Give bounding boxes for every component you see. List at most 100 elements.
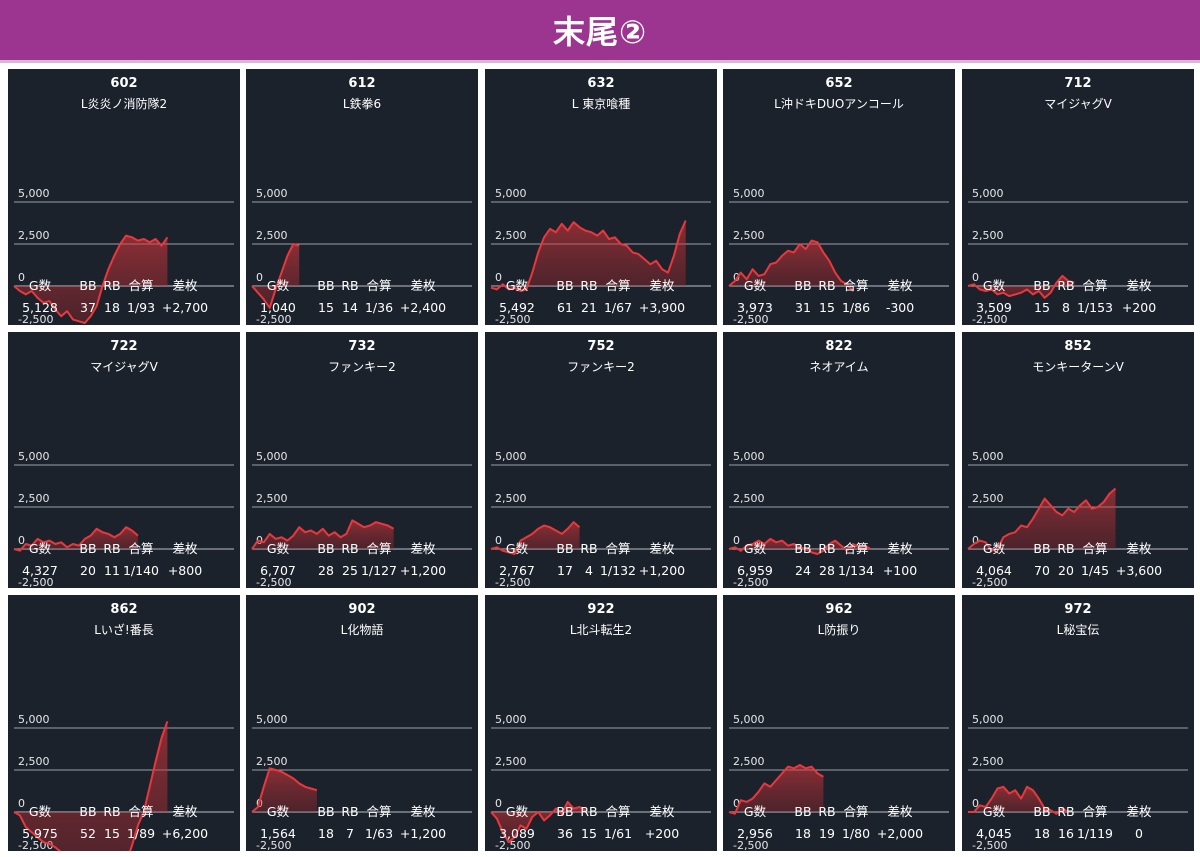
diff-value: +800 xyxy=(168,563,202,578)
machine-card: 602 L炎炎ノ消防隊2 5,000 2,500 0 -2,500 G数 BB RB 合算 差枚 5,… xyxy=(8,69,240,325)
slump-area xyxy=(14,527,138,551)
slump-area xyxy=(252,768,317,812)
games-value: 4,327 xyxy=(22,563,58,578)
bb-value: 61 xyxy=(557,300,573,315)
stat-header: BB xyxy=(794,804,811,819)
slump-area xyxy=(252,520,394,549)
rb-value: 11 xyxy=(104,563,120,578)
machine-card: 632 L 東京喰種 5,000 2,500 0 -2,500 G数 BB RB 合算 差枚 5,49… xyxy=(485,69,717,325)
y-tick-label: -2,500 xyxy=(733,576,768,588)
slump-chart: 902L化物語5,0002,5000-2,500G数BBRB合算差枚1,5641… xyxy=(251,602,472,851)
games-value: 5,975 xyxy=(22,826,58,841)
slump-chart: 632 L 東京喰種 5,000 2,500 0 -2,500 G数 BB RB 合算 差枚 5,49… xyxy=(490,76,711,325)
diff-value: +200 xyxy=(1122,300,1156,315)
stat-header: 差枚 xyxy=(649,804,675,819)
rb-value: 15 xyxy=(104,826,120,841)
games-value: 6,707 xyxy=(260,563,296,578)
machine-number: 652 xyxy=(825,76,852,91)
stat-header: 差枚 xyxy=(887,278,913,293)
slump-line xyxy=(728,239,854,292)
machine-number: 972 xyxy=(1064,602,1091,617)
y-tick-label: 5,000 xyxy=(256,713,288,726)
bb-value: 18 xyxy=(1034,826,1050,841)
rb-value: 4 xyxy=(585,563,593,578)
games-value: 5,492 xyxy=(499,300,535,315)
games-value: 5,128 xyxy=(22,300,58,315)
stat-header: 合算 xyxy=(128,541,153,556)
stat-header: RB xyxy=(1057,804,1074,819)
slump-chart: 602 L炎炎ノ消防隊2 5,000 2,500 0 -2,500 G数 BB RB 合算 差枚 5,… xyxy=(13,76,234,325)
y-tick-label: 0 xyxy=(256,271,263,284)
stat-header: 差枚 xyxy=(172,804,198,819)
rb-value: 14 xyxy=(342,300,358,315)
bb-value: 18 xyxy=(318,826,334,841)
y-tick-label: 0 xyxy=(495,271,502,284)
games-value: 3,089 xyxy=(499,826,535,841)
slump-line xyxy=(251,243,300,309)
stat-header: RB xyxy=(580,278,597,293)
stat-header: G数 xyxy=(744,804,767,819)
rb-value: 18 xyxy=(104,300,120,315)
games-value: 6,959 xyxy=(737,563,773,578)
stat-header: G数 xyxy=(267,278,290,293)
bb-value: 52 xyxy=(80,826,96,841)
stat-header: G数 xyxy=(506,804,529,819)
slump-line xyxy=(728,764,824,815)
stat-header: 合算 xyxy=(366,278,391,293)
stat-header: 差枚 xyxy=(1126,541,1152,556)
bb-value: 17 xyxy=(557,563,573,578)
diff-value: +3,900 xyxy=(639,300,685,315)
y-tick-label: 5,000 xyxy=(733,713,765,726)
y-tick-label: -2,500 xyxy=(256,839,291,851)
y-tick-label: 2,500 xyxy=(495,755,527,768)
y-tick-label: -2,500 xyxy=(495,313,530,325)
combined-value: 1/140 xyxy=(123,563,159,578)
machine-name: L沖ドキDUOアンコール xyxy=(774,97,904,111)
slump-area xyxy=(14,235,168,323)
stat-header: 合算 xyxy=(128,804,153,819)
combined-value: 1/86 xyxy=(842,300,870,315)
slump-area xyxy=(491,522,580,554)
machine-number: 822 xyxy=(825,339,852,354)
stat-header: BB xyxy=(79,804,96,819)
slump-area xyxy=(491,220,686,291)
stat-header: BB xyxy=(556,804,573,819)
y-tick-label: 5,000 xyxy=(18,187,50,200)
y-tick-label: 0 xyxy=(495,534,502,547)
slump-line xyxy=(13,234,169,324)
slump-area xyxy=(729,240,853,291)
y-tick-label: 5,000 xyxy=(495,713,527,726)
combined-value: 1/93 xyxy=(127,300,155,315)
stat-header: RB xyxy=(341,804,358,819)
stat-header: 差枚 xyxy=(649,541,675,556)
y-tick-label: 5,000 xyxy=(256,450,288,463)
y-tick-label: -2,500 xyxy=(18,576,53,588)
stat-header: 合算 xyxy=(843,541,868,556)
rb-value: 15 xyxy=(581,826,597,841)
diff-value: +200 xyxy=(645,826,679,841)
machine-card: 822 ネオアイム 5,000 2,500 0 -2,500 G数 BB RB 合算 差枚 6,959… xyxy=(723,332,955,588)
bb-value: 70 xyxy=(1034,563,1050,578)
machine-card: 752 ファンキー2 5,000 2,500 0 -2,500 G数 BB RB 合算 差枚 2,76… xyxy=(485,332,717,588)
stat-header: BB xyxy=(317,278,334,293)
stat-header: BB xyxy=(79,278,96,293)
combined-value: 1/36 xyxy=(365,300,393,315)
y-tick-label: 0 xyxy=(972,271,979,284)
stat-header: 合算 xyxy=(843,804,868,819)
rb-value: 7 xyxy=(346,826,354,841)
slump-chart: 972 L秘宝伝 5,000 2,500 0 -2,500 G数 BB RB 合算 差枚 4,045 1… xyxy=(968,602,1188,851)
stat-header: RB xyxy=(103,804,120,819)
y-tick-label: 5,000 xyxy=(972,450,1004,463)
slump-chart: 852 モンキーターンV 5,000 2,500 0 -2,500 G数 BB RB 合算 差枚 4,… xyxy=(967,339,1188,588)
machine-name: ファンキー2 xyxy=(567,360,635,374)
rb-value: 8 xyxy=(1062,300,1070,315)
stat-header: RB xyxy=(580,541,597,556)
stat-header: G数 xyxy=(267,541,290,556)
header-divider xyxy=(0,60,1200,63)
y-tick-label: 5,000 xyxy=(972,187,1004,200)
y-tick-label: 5,000 xyxy=(495,450,527,463)
rb-value: 21 xyxy=(581,300,597,315)
games-value: 2,956 xyxy=(737,826,773,841)
